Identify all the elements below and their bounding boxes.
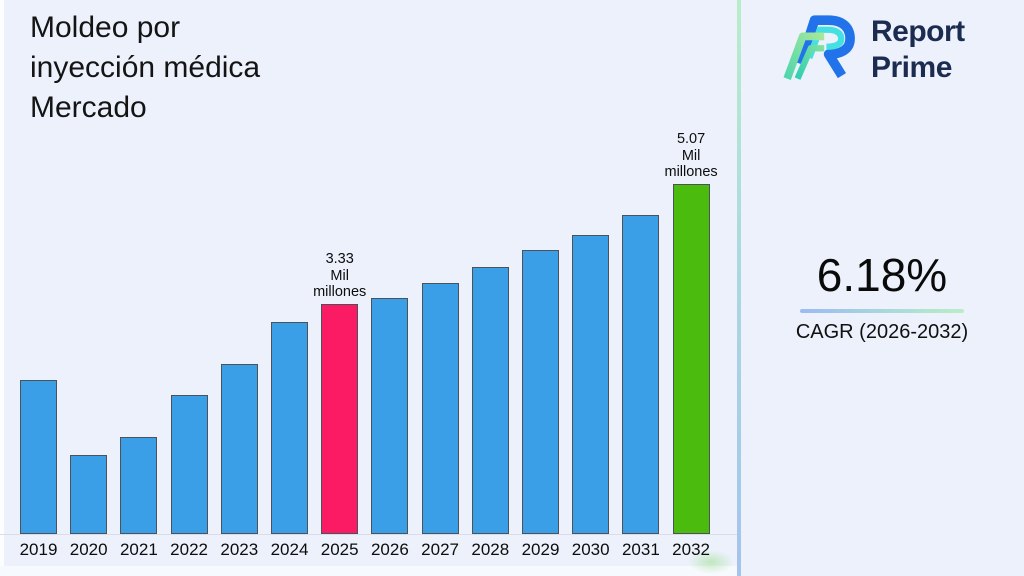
bar-value-label-line: Mil bbox=[330, 267, 349, 284]
bar-2030 bbox=[572, 235, 610, 534]
x-tick-2029: 2029 bbox=[521, 540, 560, 559]
cagr-underline-decoration bbox=[800, 309, 964, 313]
bar-2021 bbox=[120, 437, 158, 534]
x-tick-2027: 2027 bbox=[421, 540, 459, 559]
bar-value-label-line: Mil bbox=[681, 147, 701, 164]
x-tick-2024: 2024 bbox=[270, 540, 309, 559]
bar-2023 bbox=[220, 364, 258, 534]
bar-2031 bbox=[622, 215, 660, 534]
bar-2027 bbox=[421, 283, 459, 534]
bar-2029 bbox=[522, 250, 559, 534]
x-tick-2032: 2032 bbox=[672, 540, 710, 559]
cagr-label: CAGR (2026-2032) bbox=[795, 321, 969, 343]
x-tick-2019: 2019 bbox=[19, 540, 58, 559]
bar-2022 bbox=[170, 395, 208, 534]
bar-2028 bbox=[471, 267, 509, 534]
bar-value-label-line: millones bbox=[313, 284, 367, 300]
cagr-value: 6.18% bbox=[816, 249, 948, 301]
x-tick-2022: 2022 bbox=[170, 540, 208, 559]
bar-value-label-line: millones bbox=[664, 164, 718, 180]
bar-2019 bbox=[20, 380, 57, 534]
cagr-stat-block: 6.18% CAGR (2026-2032) bbox=[790, 248, 974, 344]
report-prime-logo-icon bbox=[783, 15, 855, 80]
x-tick-2020: 2020 bbox=[69, 540, 108, 559]
page-title: Moldeo por inyección médica Mercado bbox=[30, 8, 260, 128]
bottom-edge-strip bbox=[0, 566, 737, 576]
x-tick-2026: 2026 bbox=[370, 540, 409, 559]
bar-2032 bbox=[672, 184, 710, 534]
bar-2025 bbox=[321, 304, 359, 534]
left-edge-strip bbox=[0, 0, 4, 576]
brand-name-line-1: Report bbox=[871, 15, 965, 48]
x-axis-line bbox=[0, 534, 737, 535]
x-tick-2030: 2030 bbox=[571, 540, 610, 559]
bar-value-label-line: 3.33 bbox=[325, 251, 354, 267]
panel-separator-line bbox=[737, 0, 741, 576]
bar-2024 bbox=[271, 322, 308, 534]
bar-value-label-2025: 3.33 Mil millones bbox=[275, 251, 405, 301]
bar-2026 bbox=[371, 298, 409, 534]
brand-name-line-2: Prime bbox=[871, 51, 952, 84]
green-glow-decoration bbox=[688, 550, 734, 574]
bar-value-label-line: 5.07 bbox=[676, 131, 706, 147]
x-tick-2023: 2023 bbox=[220, 540, 259, 559]
bar-value-label-2032: 5.07 Mil millones bbox=[626, 131, 756, 181]
x-tick-2028: 2028 bbox=[471, 540, 510, 559]
page-title-line-2: inyección médica bbox=[30, 51, 261, 84]
x-tick-2021: 2021 bbox=[119, 540, 158, 559]
x-tick-2025: 2025 bbox=[320, 540, 359, 559]
x-tick-2031: 2031 bbox=[621, 540, 660, 559]
page-title-line-3: Mercado bbox=[30, 91, 147, 124]
brand-name: Report Prime bbox=[871, 14, 965, 86]
page-title-line-1: Moldeo por bbox=[30, 11, 181, 44]
bar-2020 bbox=[70, 455, 108, 534]
